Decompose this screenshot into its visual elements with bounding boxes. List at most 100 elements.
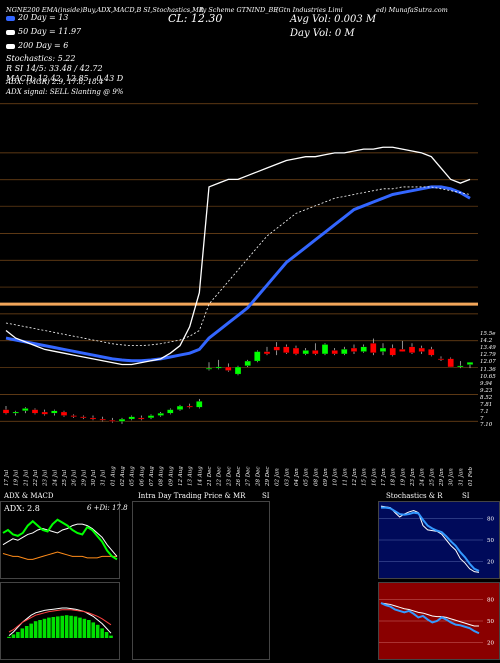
macd-panel (0, 582, 120, 660)
price-tick-label: 10.65 (480, 374, 496, 380)
date-tick-label: 21 Jul (23, 470, 29, 487)
legend-item-50day: 50 Day = 11.97 (6, 27, 123, 36)
macd-hist-bar (95, 624, 100, 638)
candle-body-35 (341, 349, 348, 355)
macd-hist-bar (60, 615, 65, 638)
price-tick-label: 15.5e (480, 331, 496, 337)
macd-hist-bar (82, 618, 87, 638)
candle-body-6 (60, 411, 68, 416)
candle-body-18 (176, 405, 184, 410)
header-title: NGNE200 EMA(inside)Buy,ADX,MACD,B SI,Sto… (6, 6, 204, 14)
candle-body-32 (312, 350, 319, 355)
date-tick-label: 10 Jan (333, 468, 339, 486)
candle-body-39 (379, 347, 387, 352)
macd-hist-bar (78, 617, 82, 638)
candle-body-14 (138, 417, 145, 420)
stoch-axis-label: 50 (487, 538, 494, 544)
macd-hist-bar (24, 626, 29, 638)
candle-body-30 (292, 347, 300, 355)
legend-item-200day: 200 Day = 6 (6, 41, 123, 50)
date-tick-label: 04 Jan (294, 468, 300, 486)
rsi-axis-label: 50 (487, 619, 494, 625)
macd-hist-bar (104, 632, 109, 638)
rsi-line (380, 602, 480, 635)
price-grid (0, 103, 478, 422)
adx-macd-title: ADX & MACD (4, 492, 54, 500)
candle-body-36 (350, 347, 358, 352)
candle-body-23 (225, 366, 232, 371)
macd-hist-bar (55, 616, 60, 638)
ma-line-2 (5, 186, 471, 347)
ma-line-0 (5, 185, 471, 363)
candle-body-27 (263, 351, 271, 355)
stoch-axis-label: 20 (487, 560, 494, 566)
date-tick-label: 30 Jul (91, 470, 97, 486)
macd-hist-bar (7, 636, 11, 638)
macd-hist-bar (91, 622, 96, 638)
date-tick-label: 05 Jan (304, 468, 310, 486)
date-tick-label: 14 Aug (197, 466, 203, 486)
candlesticks (2, 338, 474, 424)
date-tick-label: 30 Jan (449, 468, 455, 486)
price-tick-label: 13.49 (480, 345, 496, 351)
price-tick-label: 9.94 (480, 381, 493, 387)
candle-body-11 (109, 420, 116, 422)
price-tick-label: 7.1 (480, 409, 489, 415)
candle-body-1 (12, 411, 19, 414)
price-tick-label: 8.52 (480, 395, 493, 401)
candle-body-22 (215, 366, 222, 369)
candle-body-21 (205, 368, 213, 370)
candle-body-3 (31, 409, 39, 414)
rsi-axis-label: 20 (487, 641, 494, 647)
candle-body-45 (437, 358, 445, 361)
date-tick-label: 19 Jul (14, 470, 20, 486)
candle-body-48 (466, 362, 474, 365)
legend-swatch-blue (6, 15, 15, 21)
date-axis: 17 Jul 19 Jul 21 Jul 22 Jul 23 Jul 24 Jul 25 J… (4, 466, 474, 487)
adx-plus-di-line (2, 518, 118, 561)
candle-body-20 (196, 401, 203, 408)
date-tick-label: 24 Jan (420, 468, 426, 487)
price-tick-label: 7.81 (480, 402, 492, 408)
date-tick-label: 02 Aug (120, 466, 126, 486)
adx-value: ADX: 2.8 (4, 504, 40, 513)
price-tick-label: 12.07 (480, 359, 496, 365)
adx-readout: ADX: (MGR) 2.9, 17.8, 18.4 (6, 78, 104, 86)
rsi-panel: 80 50 20 (378, 582, 500, 660)
price-tick-label: 14.2 (480, 338, 493, 344)
macd-hist-bar (51, 617, 56, 638)
date-tick-label: 16 Jan (371, 468, 377, 486)
macd-hist-bar (11, 634, 16, 638)
candle-body-17 (167, 409, 174, 414)
ma-line-1 (5, 146, 471, 366)
macd-hist-bar (100, 628, 104, 638)
date-tick-label: 22 Jul (33, 470, 39, 487)
adx-panel: ADX: 2.8 6 +Di: 17.8 (0, 501, 128, 579)
stoch-d-line (381, 506, 480, 572)
candle-body-16 (157, 413, 164, 416)
date-tick-label: 13 Aug (188, 466, 194, 486)
macd-line (8, 607, 112, 636)
adx-signal: ADX signal: SELL Slanting @ 9% (6, 88, 124, 96)
date-tick-label: 01 Feb (468, 466, 474, 486)
date-tick-label: 17 Jul (4, 470, 10, 486)
stochastics-chart: 80 50 20 (379, 505, 494, 573)
close-price: CL: 12.30 (168, 12, 223, 25)
date-tick-label: 11 Jan (342, 468, 348, 486)
candle-body-42 (408, 346, 416, 353)
date-tick-label: 25 Jan (429, 468, 435, 487)
macd-hist-bar (64, 615, 69, 638)
intraday-panel (132, 501, 270, 660)
candle-body-33 (321, 344, 329, 355)
candle-body-37 (360, 346, 367, 352)
date-tick-label: 26 Jul (72, 470, 78, 487)
date-tick-label: 07 Aug (149, 466, 155, 486)
stochastics-title: Stochastics & R (386, 492, 443, 500)
legend-item-20day: 20 Day = 13 (6, 13, 123, 22)
candle-body-31 (302, 350, 309, 355)
macd-hist-bar (29, 623, 33, 638)
intraday-si-label: SI (262, 492, 270, 500)
candle-body-47 (457, 365, 464, 368)
stoch-axis-label: 80 (487, 516, 494, 522)
candle-body-25 (244, 360, 251, 366)
